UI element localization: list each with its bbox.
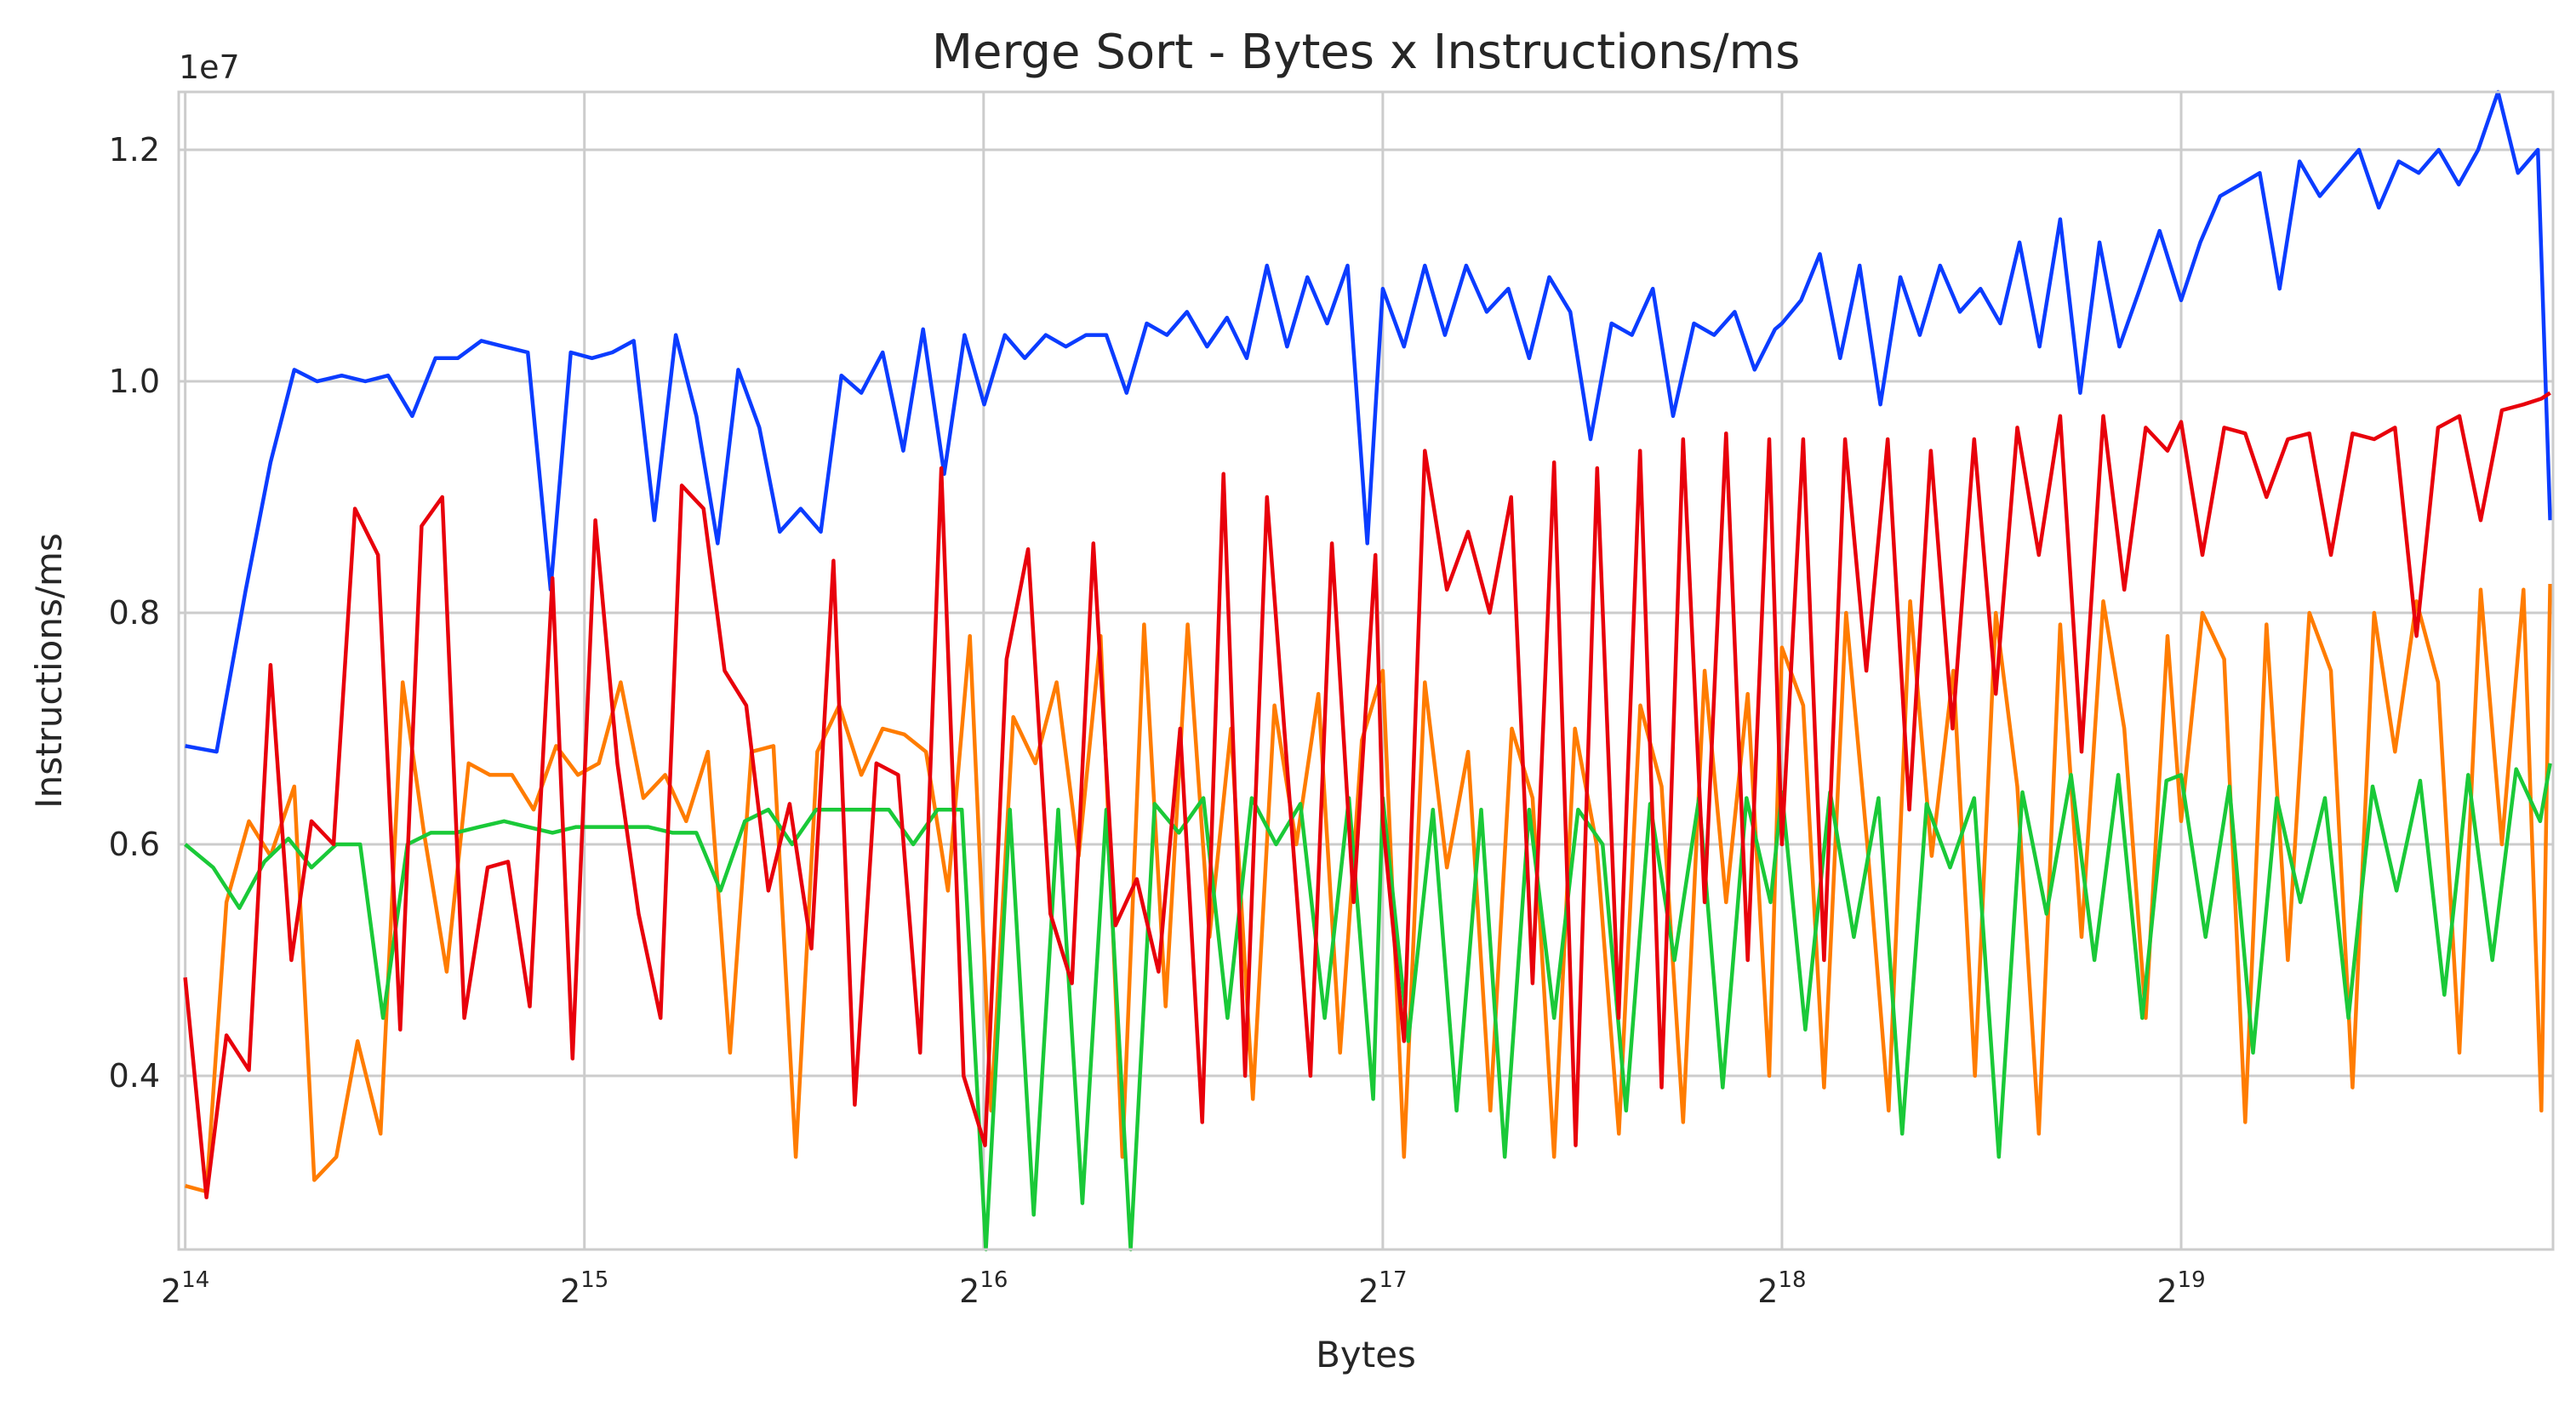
grid-lines [179, 92, 2553, 1249]
x-tick-label: 215 [560, 1267, 608, 1310]
x-tick-labels: 214 215 216 217 218 219 [161, 1267, 2206, 1310]
series-lines [183, 89, 2552, 1252]
x-tick-label: 219 [2156, 1267, 2205, 1310]
y-tick-label: 0.6 [109, 826, 160, 863]
y-tick-label: 1.2 [109, 131, 160, 169]
x-tick-label: 216 [959, 1267, 1008, 1310]
x-tick-label: 217 [1358, 1267, 1407, 1310]
y-axis-offset-label: 1e7 [179, 49, 240, 86]
y-tick-label: 0.8 [109, 594, 160, 632]
series-line-4 [183, 391, 2551, 1200]
y-tick-labels: 0.4 0.6 0.8 1.0 1.2 [109, 131, 160, 1095]
y-axis-label: Instructions/ms [28, 533, 70, 809]
y-tick-label: 0.4 [109, 1057, 160, 1095]
x-tick-label: 214 [161, 1267, 209, 1310]
y-tick-label: 1.0 [109, 363, 160, 400]
x-tick-label: 218 [1757, 1267, 1806, 1310]
series-line-1 [185, 89, 2552, 754]
chart-title: Merge Sort - Bytes x Instructions/ms [932, 25, 1801, 80]
x-axis-label: Bytes [1316, 1334, 1416, 1375]
plot-area-frame [177, 90, 2555, 1251]
